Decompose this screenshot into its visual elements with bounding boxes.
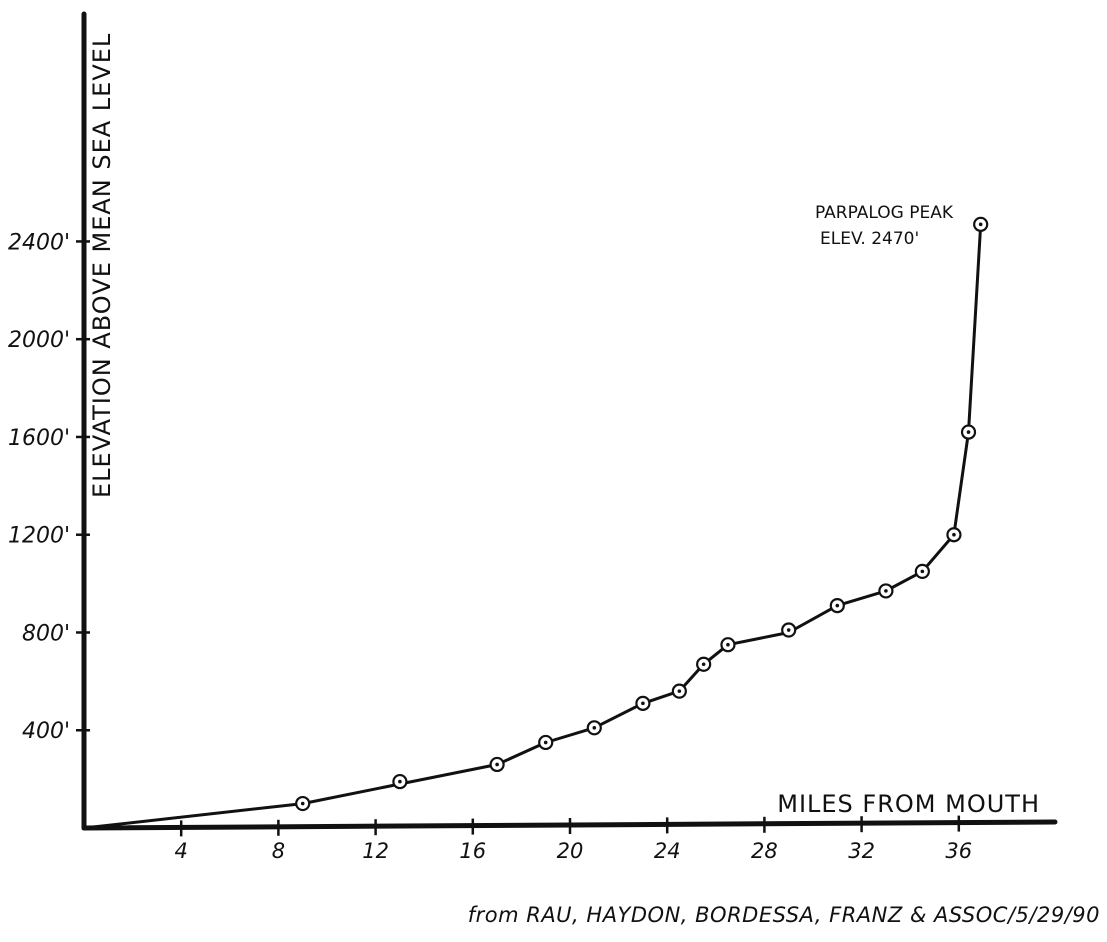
x-tick-label: 28	[751, 839, 778, 863]
elevation-profile-line	[82, 222, 983, 830]
survey-point-center	[920, 569, 925, 574]
source-credit: from RAU, HAYDON, BORDESSA, FRANZ & ASSO…	[468, 903, 1100, 927]
survey-point-center	[701, 662, 706, 667]
x-tick-label: 8	[272, 839, 285, 863]
survey-point-center	[835, 603, 840, 608]
y-tick-label: 2000'	[8, 328, 70, 353]
y-tick-label: 1600'	[8, 426, 70, 451]
y-tick-label: 2400'	[8, 230, 70, 255]
x-tick-group: 4 8 12 16 20 24 28 32 36	[175, 815, 972, 863]
x-tick-label: 20	[557, 839, 584, 863]
survey-point-center	[592, 725, 597, 730]
survey-point-center	[952, 532, 956, 537]
y-tick-group: 400' 800' 1200' 1600' 2000' 2400'	[8, 230, 90, 744]
y-tick-label: 800'	[22, 621, 70, 646]
x-tick-label: 36	[945, 839, 972, 863]
x-tick-label: 4	[175, 839, 188, 863]
survey-point-center	[398, 779, 402, 784]
y-axis-title: ELEVATION ABOVE MEAN SEA LEVEL	[88, 33, 116, 498]
x-tick-label: 12	[362, 839, 389, 863]
survey-point-center	[786, 628, 791, 632]
x-tick-label: 24	[654, 839, 681, 863]
survey-point-center	[641, 701, 645, 706]
survey-point-center	[978, 222, 983, 227]
series-layer	[82, 216, 989, 830]
x-tick-label: 32	[848, 839, 875, 863]
y-tick-label: 400'	[22, 719, 70, 744]
survey-point-center	[677, 689, 682, 693]
survey-point-center	[884, 589, 888, 593]
survey-point-center	[726, 642, 730, 647]
x-axis-title: MILES FROM MOUTH	[777, 790, 1040, 818]
survey-point-center	[966, 430, 971, 434]
peak-annotation-name: PARPALOG PEAK	[815, 203, 954, 223]
survey-point-center	[495, 762, 499, 767]
peak-annotation-elevation: ELEV. 2470'	[820, 229, 919, 249]
axes	[81, 11, 1058, 831]
x-tick-label: 16	[459, 839, 486, 863]
survey-point-center	[543, 740, 548, 745]
y-tick-label: 1200'	[8, 524, 70, 549]
survey-point-center	[300, 801, 305, 806]
